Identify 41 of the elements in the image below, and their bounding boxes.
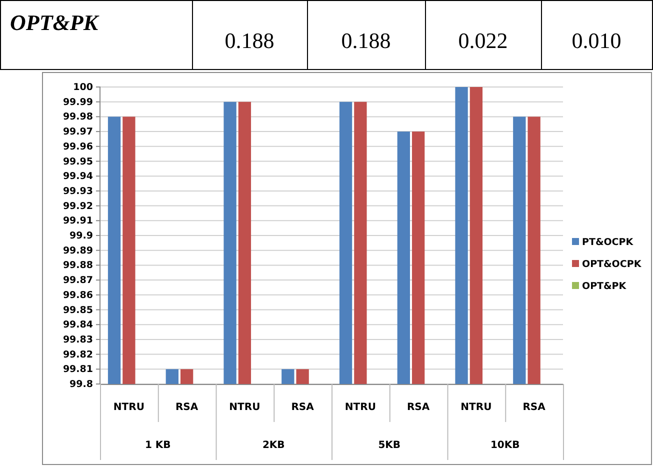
x-tick-label: RSA xyxy=(175,402,198,413)
text: 0.010 xyxy=(572,28,622,53)
x-tick-label: RSA xyxy=(522,402,546,413)
y-tick-label: 99.97 xyxy=(62,126,93,138)
x-tick-label: RSA xyxy=(291,402,314,413)
x-tick-label: NTRU xyxy=(344,402,376,413)
y-tick-label: 99.86 xyxy=(62,290,94,301)
y-tick-label: 99.9 xyxy=(70,230,93,242)
x-tick-label: NTRU xyxy=(113,402,144,413)
y-tick-label: 99.8 xyxy=(70,379,94,390)
y-tick-label: 99.84 xyxy=(62,320,94,331)
y-tick-label: 99.96 xyxy=(62,141,94,152)
y-tick-label: 99.95 xyxy=(62,156,93,168)
y-tick-label: 99.93 xyxy=(62,186,93,197)
text: 0.022 xyxy=(458,28,508,53)
y-tick-label: 99.92 xyxy=(62,200,93,212)
x-tick-label: NTRU xyxy=(460,402,492,413)
text: 2KB xyxy=(262,440,285,451)
y-tick-label: 99.98 xyxy=(62,112,94,123)
y-tick-label: 99.82 xyxy=(62,349,93,360)
text: 10KB xyxy=(490,440,520,451)
text: 5KB xyxy=(378,440,401,451)
y-tick-label: 99.88 xyxy=(62,260,94,272)
y-tick-label: 99.89 xyxy=(62,245,93,256)
y-tick-label: 99.85 xyxy=(62,304,93,316)
text: 0.188 xyxy=(224,28,274,53)
y-tick-label: 99.87 xyxy=(62,275,93,286)
y-tick-label: 99.91 xyxy=(62,216,93,227)
y-tick-label: 99.99 xyxy=(62,96,93,108)
legend-label: OPT&PK xyxy=(582,281,627,292)
text: 0.188 xyxy=(341,28,391,53)
legend-label: OPT&OCPK xyxy=(582,259,642,270)
x-tick-label: NTRU xyxy=(229,402,260,413)
y-tick-label: 99.81 xyxy=(62,364,93,376)
text: OPT&PK xyxy=(10,10,100,35)
text: 1 KB xyxy=(144,440,171,451)
legend-label: PT&OCPK xyxy=(582,237,634,248)
x-tick-label: RSA xyxy=(406,402,430,413)
y-tick-label: 100 xyxy=(73,82,94,94)
y-tick-label: 99.94 xyxy=(62,171,94,182)
y-tick-label: 99.83 xyxy=(62,334,93,346)
